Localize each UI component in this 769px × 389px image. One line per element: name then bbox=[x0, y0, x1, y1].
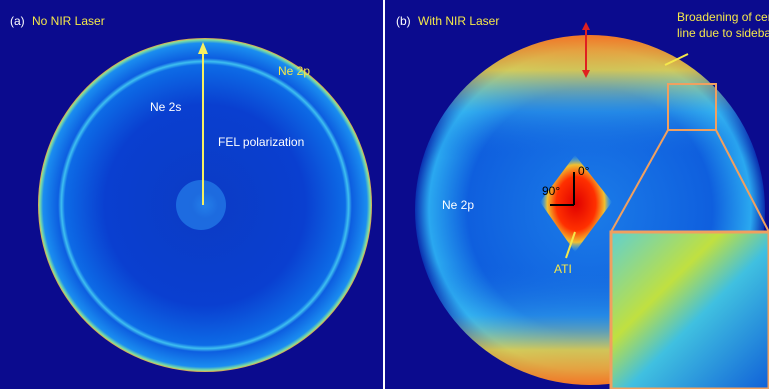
annotation: Broadening of central bbox=[677, 10, 769, 24]
panel-label: (a) bbox=[10, 14, 25, 28]
center-spot bbox=[176, 180, 226, 230]
panel-label: (b) bbox=[396, 14, 411, 28]
arrow-head bbox=[582, 70, 590, 78]
annotation: ATI bbox=[554, 262, 572, 276]
ati-center bbox=[540, 155, 612, 252]
annotation: Ne 2p bbox=[278, 64, 310, 78]
annotation: 0° bbox=[578, 164, 590, 178]
panel-title: No NIR Laser bbox=[32, 14, 105, 28]
ati-pointer bbox=[565, 231, 576, 259]
zoom-line bbox=[715, 129, 769, 233]
zoom-inset bbox=[609, 230, 769, 389]
annotation: Ne 2s bbox=[150, 100, 181, 114]
zoom-line bbox=[610, 129, 669, 233]
arrow-head bbox=[198, 42, 208, 54]
broadening-pointer bbox=[664, 53, 689, 66]
annotation: 90° bbox=[542, 184, 560, 198]
zoom-region bbox=[667, 83, 717, 131]
panel-title: With NIR Laser bbox=[418, 14, 499, 28]
annotation: FEL polarization bbox=[218, 135, 304, 149]
annotation: Ne 2p bbox=[442, 198, 474, 212]
arrow-head bbox=[582, 22, 590, 30]
annotation: line due to sidebands bbox=[677, 26, 769, 40]
